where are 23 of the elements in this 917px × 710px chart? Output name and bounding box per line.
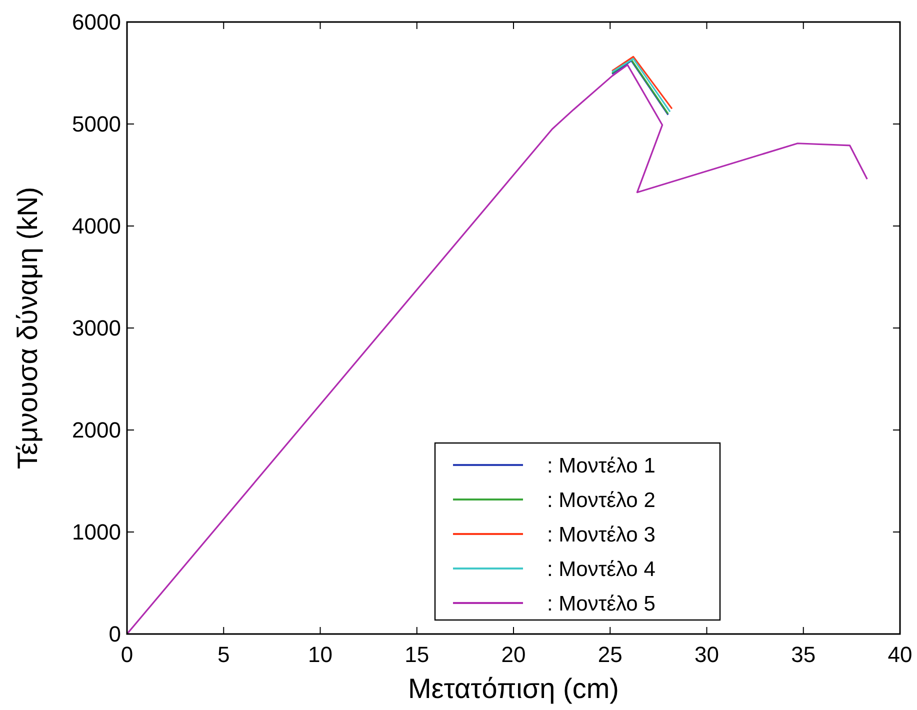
legend-label: : Μοντέλο 1 [547,454,656,478]
y-tick-label: 3000 [72,316,121,341]
legend-label: : Μοντέλο 5 [547,592,656,616]
line-series [126,64,868,635]
y-tick-label: 4000 [72,214,121,239]
x-tick-label: 15 [404,642,430,667]
legend-label: : Μοντέλο 4 [547,558,656,581]
y-tick-label: 6000 [72,10,121,35]
x-axis-title: Μετατόπιση (cm) [408,673,620,704]
x-tick-label: 20 [501,642,526,667]
x-tick-label: 5 [218,642,230,667]
y-tick-label: 5000 [72,112,121,137]
y-tick-label: 1000 [72,520,121,545]
x-tick-label: 40 [888,642,912,667]
y-axis-title: Τέμνουσα δύναμη (kN) [12,186,43,470]
x-tick-label: 30 [694,642,719,667]
legend-label: : Μοντέλο 3 [547,523,656,546]
x-tick-label: 10 [308,642,332,667]
y-tick-label: 2000 [72,418,121,443]
x-tick-label: 25 [598,642,622,667]
x-tick-label: 35 [791,642,816,667]
y-tick-label: 0 [108,622,121,647]
legend-label: : Μοντέλο 2 [547,488,656,512]
